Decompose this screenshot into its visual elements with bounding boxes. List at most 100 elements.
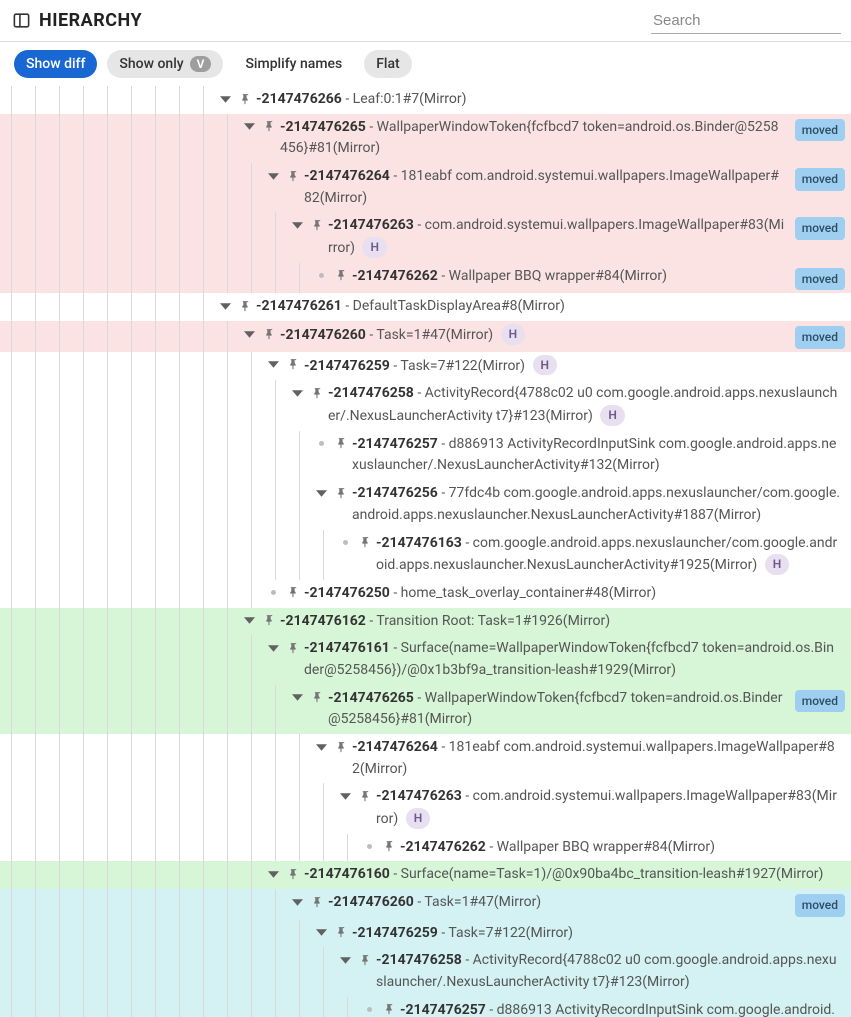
node-rest: - home_task_overlay_container#48(Mirror) (390, 585, 656, 601)
tree-row[interactable]: -2147476264 - 181eabf com.android.system… (0, 734, 851, 783)
expander-icon[interactable] (288, 383, 306, 403)
expander-icon[interactable] (312, 483, 330, 503)
show-diff-button[interactable]: Show diff (14, 50, 97, 78)
flat-button[interactable]: Flat (364, 50, 412, 78)
indent-guides (0, 685, 288, 734)
pin-icon[interactable] (284, 864, 302, 884)
tree-row[interactable]: -2147476259 - Task=7#122(Mirror) H (0, 352, 851, 381)
expander-icon[interactable] (264, 864, 282, 884)
tree-row[interactable]: -2147476257 - d886913 ActivityRecordInpu… (0, 997, 851, 1017)
node-id: -2147476257 (400, 1002, 486, 1017)
app-root: HIERARCHY Show diff Show only V Simplify… (0, 0, 851, 1017)
moved-badge: moved (795, 690, 845, 713)
pin-icon[interactable] (260, 324, 278, 344)
tree-row[interactable]: -2147476263 - com.android.systemui.wallp… (0, 212, 851, 262)
pin-icon[interactable] (380, 837, 398, 857)
expander-icon[interactable] (264, 166, 282, 186)
pin-icon[interactable] (356, 786, 374, 806)
simplify-names-button[interactable]: Simplify names (233, 50, 354, 78)
pin-icon[interactable] (356, 533, 374, 553)
node-label: -2147476256 - 77fdc4b com.google.android… (352, 483, 845, 526)
pin-icon[interactable] (332, 483, 350, 503)
expander-icon[interactable] (288, 688, 306, 708)
expander-icon[interactable] (240, 611, 258, 631)
expander-icon[interactable] (288, 892, 306, 912)
node-id: -2147476263 (376, 788, 462, 804)
pin-icon[interactable] (356, 950, 374, 970)
show-only-button[interactable]: Show only V (107, 50, 223, 78)
search-wrap (651, 8, 841, 34)
pin-icon[interactable] (236, 296, 254, 316)
tree-row[interactable]: -2147476161 - Surface(name=WallpaperWind… (0, 635, 851, 684)
indent-guides (0, 947, 336, 996)
panel-toggle-icon[interactable] (12, 11, 31, 30)
tree-node: -2147476160 - Surface(name=Task=1)/@0x90… (264, 861, 845, 889)
tree-row[interactable]: -2147476266 - Leaf:0:1#7(Mirror) (0, 86, 851, 114)
pin-icon[interactable] (284, 638, 302, 658)
tree-row[interactable]: -2147476250 - home_task_overlay_containe… (0, 580, 851, 608)
tree-row[interactable]: -2147476262 - Wallpaper BBQ wrapper#84(M… (0, 263, 851, 294)
tree-node: -2147476262 - Wallpaper BBQ wrapper#84(M… (360, 834, 845, 862)
tree-row[interactable]: -2147476262 - Wallpaper BBQ wrapper#84(M… (0, 834, 851, 862)
pin-icon[interactable] (260, 117, 278, 137)
indent-guides (0, 86, 216, 114)
tree-node: -2147476264 - 181eabf com.android.system… (264, 163, 845, 212)
expander-icon[interactable] (312, 923, 330, 943)
expander-icon[interactable] (240, 324, 258, 344)
tree-row[interactable]: -2147476260 - Task=1#47(Mirror)moved (0, 889, 851, 920)
node-id: -2147476262 (400, 839, 486, 855)
expander-icon[interactable] (336, 950, 354, 970)
tree-row[interactable]: -2147476162 - Transition Root: Task=1#19… (0, 608, 851, 636)
tree-node: -2147476262 - Wallpaper BBQ wrapper#84(M… (312, 263, 845, 294)
pin-icon[interactable] (332, 434, 350, 454)
pin-icon[interactable] (332, 737, 350, 757)
pin-icon[interactable] (284, 583, 302, 603)
tree-node: -2147476264 - 181eabf com.android.system… (312, 734, 845, 783)
tree-row[interactable]: -2147476263 - com.android.systemui.wallp… (0, 783, 851, 833)
node-id: -2147476265 (280, 119, 366, 135)
pin-icon[interactable] (284, 355, 302, 375)
tree-row[interactable]: -2147476257 - d886913 ActivityRecordInpu… (0, 431, 851, 480)
pin-icon[interactable] (332, 923, 350, 943)
pin-icon[interactable] (284, 166, 302, 186)
tree-row[interactable]: -2147476265 - WallpaperWindowToken{fcfbc… (0, 114, 851, 163)
tree-row[interactable]: -2147476260 - Task=1#47(Mirror) Hmoved (0, 321, 851, 352)
tree-row[interactable]: -2147476261 - DefaultTaskDisplayArea#8(M… (0, 293, 851, 321)
pin-icon[interactable] (236, 89, 254, 109)
search-input[interactable] (651, 8, 841, 34)
tree-row[interactable]: -2147476258 - ActivityRecord{4788c02 u0 … (0, 380, 851, 430)
tree-node: -2147476265 - WallpaperWindowToken{fcfbc… (288, 685, 845, 734)
tree-row[interactable]: -2147476256 - 77fdc4b com.google.android… (0, 480, 851, 529)
pin-icon[interactable] (260, 611, 278, 631)
tree-node: -2147476260 - Task=1#47(Mirror)moved (288, 889, 845, 920)
tree-row[interactable]: -2147476264 - 181eabf com.android.system… (0, 163, 851, 212)
expander-icon[interactable] (336, 786, 354, 806)
node-rest: - Task=7#122(Mirror) (438, 925, 573, 941)
pin-icon[interactable] (332, 266, 350, 286)
expander-icon[interactable] (216, 296, 234, 316)
moved-badge: moved (795, 217, 845, 240)
indent-guides (0, 734, 312, 783)
node-label: -2147476250 - home_task_overlay_containe… (304, 583, 845, 605)
pin-icon[interactable] (308, 892, 326, 912)
expander-icon[interactable] (264, 638, 282, 658)
tree-row[interactable]: -2147476160 - Surface(name=Task=1)/@0x90… (0, 861, 851, 889)
expander-icon[interactable] (312, 737, 330, 757)
tree-row[interactable]: -2147476258 - ActivityRecord{4788c02 u0 … (0, 947, 851, 996)
tree-row[interactable]: -2147476163 - com.google.android.apps.ne… (0, 530, 851, 580)
node-id: -2147476163 (376, 535, 462, 551)
pin-icon[interactable] (380, 1000, 398, 1017)
bullet-icon (312, 266, 330, 286)
tree-row[interactable]: -2147476259 - Task=7#122(Mirror) (0, 920, 851, 948)
pin-icon[interactable] (308, 688, 326, 708)
expander-icon[interactable] (264, 355, 282, 375)
tree-scroll[interactable]: -2147476266 - Leaf:0:1#7(Mirror)-2147476… (0, 86, 851, 1017)
moved-badge: moved (795, 119, 845, 142)
expander-icon[interactable] (216, 89, 234, 109)
pin-icon[interactable] (308, 383, 326, 403)
expander-icon[interactable] (240, 117, 258, 137)
tree-row[interactable]: -2147476265 - WallpaperWindowToken{fcfbc… (0, 685, 851, 734)
pin-icon[interactable] (308, 215, 326, 235)
expander-icon[interactable] (288, 215, 306, 235)
tree-node: -2147476263 - com.android.systemui.wallp… (288, 212, 845, 262)
